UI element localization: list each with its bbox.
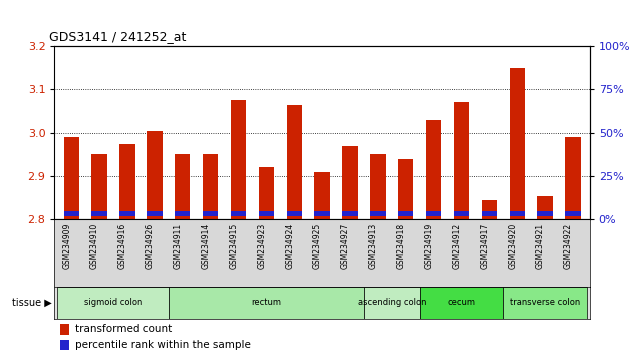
- Text: GSM234925: GSM234925: [313, 223, 322, 269]
- Bar: [287, 104, 302, 219]
- Text: percentile rank within the sample: percentile rank within the sample: [75, 340, 251, 350]
- Bar: [63, 137, 79, 219]
- Text: transverse colon: transverse colon: [510, 298, 580, 307]
- Bar: [203, 154, 219, 219]
- Bar: [537, 196, 553, 219]
- Bar: [315, 172, 329, 219]
- Bar: [175, 154, 190, 219]
- Text: GSM234910: GSM234910: [90, 223, 99, 269]
- Text: GSM234915: GSM234915: [229, 223, 238, 269]
- Bar: [119, 144, 135, 219]
- Text: GDS3141 / 241252_at: GDS3141 / 241252_at: [49, 30, 187, 44]
- Bar: [342, 146, 358, 219]
- Bar: [231, 211, 246, 216]
- Bar: [259, 167, 274, 219]
- Text: GSM234922: GSM234922: [564, 223, 573, 269]
- Bar: [175, 211, 190, 216]
- Bar: [565, 211, 581, 216]
- Bar: [147, 211, 163, 216]
- Text: GSM234909: GSM234909: [62, 223, 71, 269]
- Bar: [454, 102, 469, 219]
- Text: GSM234913: GSM234913: [369, 223, 378, 269]
- Bar: [398, 211, 413, 216]
- Text: GSM234924: GSM234924: [285, 223, 294, 269]
- Text: rectum: rectum: [251, 298, 281, 307]
- Text: GSM234911: GSM234911: [174, 223, 183, 269]
- Bar: [454, 211, 469, 216]
- Text: transformed count: transformed count: [75, 324, 172, 334]
- Bar: [481, 211, 497, 216]
- Bar: [315, 211, 329, 216]
- Bar: [60, 324, 69, 335]
- Text: GSM234914: GSM234914: [202, 223, 211, 269]
- Bar: [426, 120, 441, 219]
- Text: sigmoid colon: sigmoid colon: [84, 298, 142, 307]
- Bar: [510, 211, 525, 216]
- Text: GSM234916: GSM234916: [118, 223, 127, 269]
- Bar: [342, 211, 358, 216]
- Bar: [364, 287, 420, 319]
- Bar: [481, 200, 497, 219]
- Text: GSM234923: GSM234923: [257, 223, 267, 269]
- Bar: [370, 154, 385, 219]
- Bar: [370, 211, 385, 216]
- Text: GSM234919: GSM234919: [424, 223, 433, 269]
- Text: GSM234921: GSM234921: [536, 223, 545, 269]
- Text: GSM234912: GSM234912: [453, 223, 462, 269]
- Text: GSM234920: GSM234920: [508, 223, 517, 269]
- Bar: [426, 211, 441, 216]
- Bar: [398, 159, 413, 219]
- Bar: [92, 154, 107, 219]
- Bar: [63, 211, 79, 216]
- Bar: [537, 211, 553, 216]
- Bar: [92, 211, 107, 216]
- Text: GSM234917: GSM234917: [480, 223, 489, 269]
- Bar: [169, 287, 364, 319]
- Text: cecum: cecum: [447, 298, 476, 307]
- Text: GSM234926: GSM234926: [146, 223, 155, 269]
- Text: GSM234918: GSM234918: [397, 223, 406, 269]
- Bar: [147, 131, 163, 219]
- Bar: [503, 287, 587, 319]
- Bar: [60, 340, 69, 350]
- Bar: [57, 287, 169, 319]
- Bar: [420, 287, 503, 319]
- Bar: [565, 137, 581, 219]
- Bar: [203, 211, 219, 216]
- Bar: [259, 211, 274, 216]
- Bar: [231, 100, 246, 219]
- Text: tissue ▶: tissue ▶: [12, 298, 51, 308]
- Text: ascending colon: ascending colon: [358, 298, 426, 307]
- Text: GSM234927: GSM234927: [341, 223, 350, 269]
- Bar: [287, 211, 302, 216]
- Bar: [119, 211, 135, 216]
- Bar: [510, 68, 525, 219]
